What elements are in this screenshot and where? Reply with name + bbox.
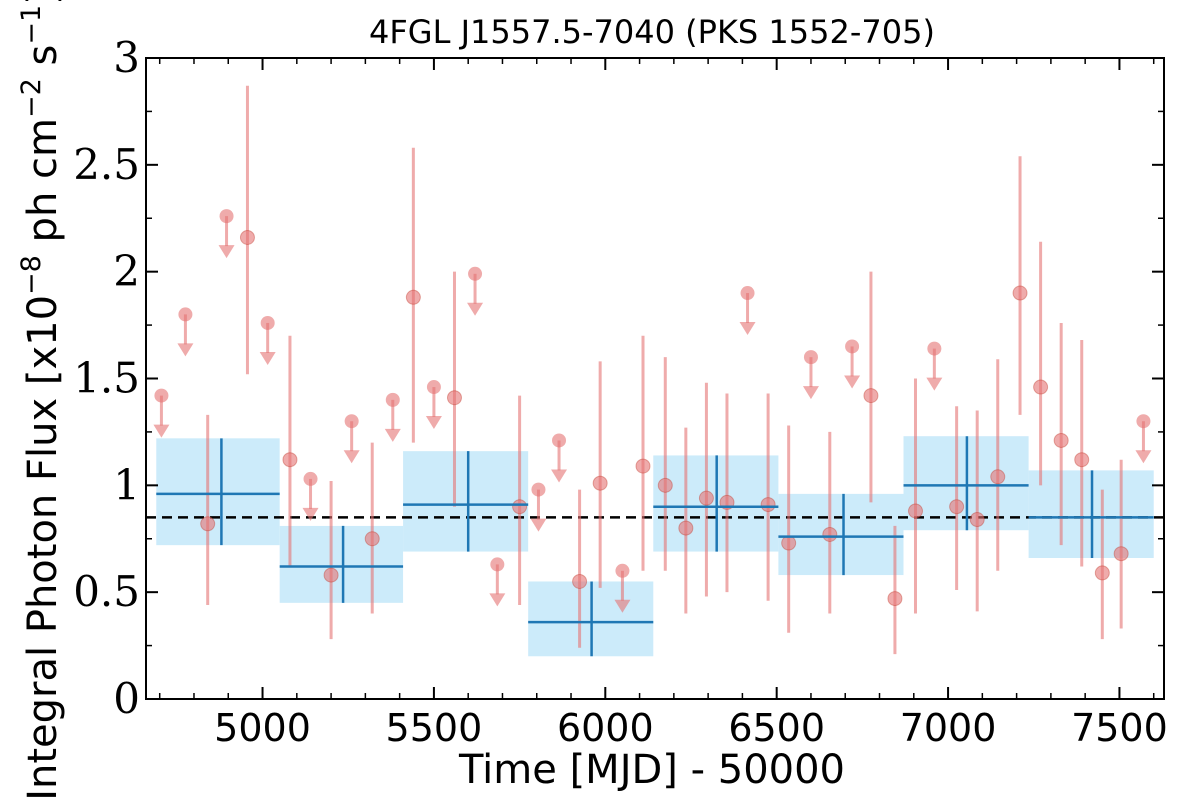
flux-point xyxy=(760,497,776,513)
upper-limit-point xyxy=(219,209,234,224)
y-label-part-2: ph cm xyxy=(20,118,66,255)
upper-limit-arrow xyxy=(926,377,943,391)
binned-error-box xyxy=(279,525,404,603)
flux-point xyxy=(592,475,608,491)
y-tick-label: 0.5 xyxy=(73,567,140,616)
flux-point xyxy=(1113,546,1129,562)
x-tick-label: 6500 xyxy=(728,706,825,750)
upper-limit-arrow xyxy=(177,343,194,357)
axis-ticks: 5000 5500 6000 6500 7000 7500 0 0.5 1 1.5 2 2.5 3 xyxy=(73,33,1168,750)
upper-limit-point xyxy=(260,315,275,330)
upper-limit-arrow xyxy=(530,518,547,532)
flux-point xyxy=(572,573,588,589)
binned-flux-boxes xyxy=(156,436,1154,657)
y-label-part-4: ] xyxy=(20,0,66,5)
upper-limit-point xyxy=(615,563,630,578)
flux-point xyxy=(1033,379,1049,395)
upper-limit-point xyxy=(344,414,359,429)
binned-error-box xyxy=(778,493,904,576)
flux-point xyxy=(1012,285,1028,301)
flux-point xyxy=(678,520,694,536)
upper-limit-point xyxy=(468,266,483,281)
upper-limit-point xyxy=(1136,414,1151,429)
upper-limit-point xyxy=(426,380,441,395)
flux-point xyxy=(239,229,255,245)
flux-point xyxy=(781,535,797,551)
flux-point xyxy=(323,567,339,583)
flux-point xyxy=(990,469,1006,485)
chart-title: 4FGL J1557.5-7040 (PKS 1552-705) xyxy=(369,13,935,51)
y-label-exp-3: −1 xyxy=(16,5,47,45)
flux-point xyxy=(863,388,879,404)
flux-point xyxy=(200,516,216,532)
upper-limit-arrow xyxy=(343,450,360,464)
upper-limit-point xyxy=(154,388,169,403)
flux-point xyxy=(1074,452,1090,468)
upper-limit-arrow xyxy=(551,469,568,483)
flux-point xyxy=(446,390,462,406)
flux-point xyxy=(949,499,965,515)
flux-point xyxy=(887,591,903,607)
upper-limit-point xyxy=(531,482,546,497)
upper-limit-point xyxy=(803,350,818,365)
x-tick-label: 7000 xyxy=(900,706,997,750)
upper-limit-point xyxy=(490,557,505,572)
upper-limit-arrow xyxy=(739,322,756,336)
upper-limit-points xyxy=(153,209,1152,613)
y-axis-label: Integral Photon Flux [x10−8 ph cm−2 s−1] xyxy=(16,0,66,800)
y-label-part-3: s xyxy=(20,45,66,79)
upper-limit-arrow xyxy=(384,428,401,442)
x-tick-label: 5000 xyxy=(214,706,311,750)
y-label-exp-2: −2 xyxy=(16,78,47,118)
upper-limit-point xyxy=(303,471,318,486)
upper-limit-arrow xyxy=(153,424,170,438)
y-tick-label: 1.5 xyxy=(73,354,140,403)
upper-limit-point xyxy=(385,392,400,407)
upper-limit-arrow xyxy=(802,386,819,400)
upper-limit-point xyxy=(845,339,860,354)
upper-limit-point xyxy=(178,307,193,322)
flux-point xyxy=(1094,565,1110,581)
binned-error-box xyxy=(403,451,529,552)
upper-limit-arrow xyxy=(614,599,631,613)
y-tick-label: 0 xyxy=(113,674,140,723)
upper-limit-arrow xyxy=(425,416,442,430)
x-tick-label: 7500 xyxy=(1071,706,1168,750)
binned-error-box xyxy=(156,438,280,546)
flux-point xyxy=(512,499,528,515)
flux-point xyxy=(282,452,298,468)
y-label-part-1: Integral Photon Flux [x10 xyxy=(20,295,66,800)
upper-limit-arrow xyxy=(489,593,506,607)
y-tick-label: 3 xyxy=(113,33,140,82)
upper-limit-point xyxy=(552,433,567,448)
x-tick-label: 6000 xyxy=(557,706,654,750)
upper-limit-arrow xyxy=(218,245,235,259)
binned-flux-crosses xyxy=(156,436,1154,657)
y-tick-label: 2.5 xyxy=(73,140,140,189)
upper-limit-point xyxy=(740,286,755,301)
flux-point xyxy=(635,458,651,474)
flux-point xyxy=(698,490,714,506)
flux-point xyxy=(657,477,673,493)
flux-point xyxy=(405,289,421,305)
flux-point xyxy=(969,512,985,528)
upper-limit-arrow xyxy=(1135,450,1152,464)
upper-limit-arrow xyxy=(259,351,276,365)
upper-limit-arrow xyxy=(844,375,861,389)
x-tick-label: 5500 xyxy=(386,706,483,750)
flux-point xyxy=(822,526,838,542)
upper-limit-point xyxy=(927,341,942,356)
x-axis-label: Time [MJD] - 50000 xyxy=(458,747,845,793)
upper-limit-arrow xyxy=(302,507,319,521)
y-label-exp-1: −8 xyxy=(16,255,47,295)
y-tick-label: 2 xyxy=(113,247,140,296)
y-tick-label: 1 xyxy=(113,460,140,509)
upper-limit-arrow xyxy=(467,302,484,316)
flux-point xyxy=(364,531,380,547)
flux-point xyxy=(907,503,923,519)
flux-point xyxy=(1053,432,1069,448)
